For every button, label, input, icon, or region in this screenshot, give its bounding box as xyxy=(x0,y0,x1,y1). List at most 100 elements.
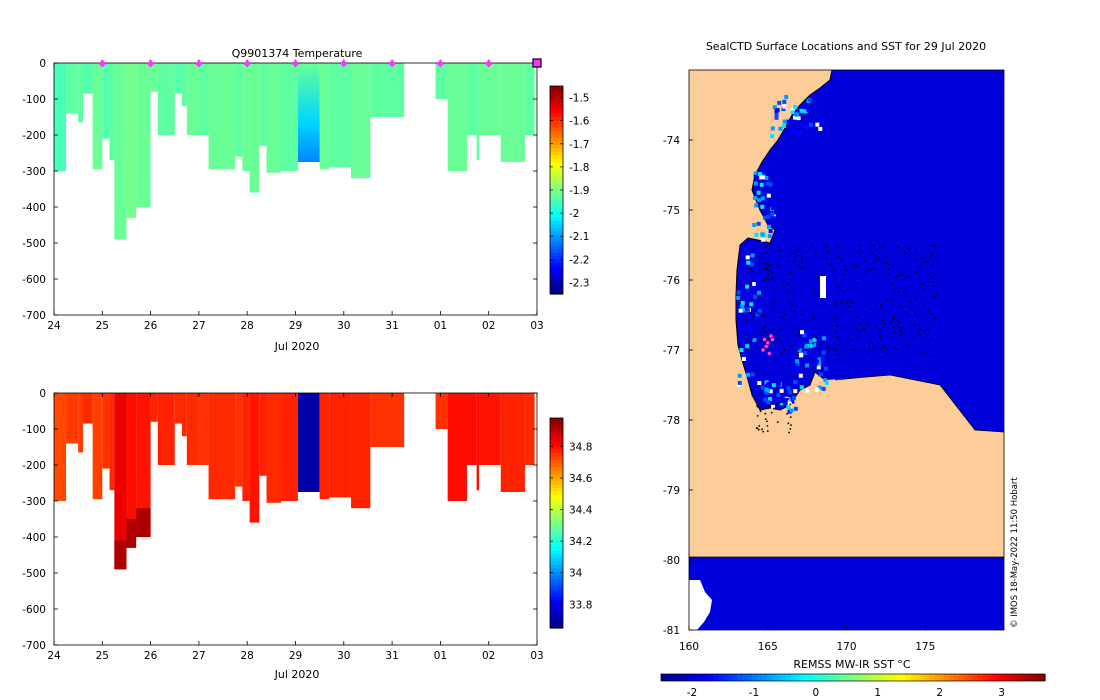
track-point xyxy=(920,283,923,286)
sst-pixel xyxy=(767,396,772,401)
track-point xyxy=(762,327,765,330)
sst-pixel xyxy=(805,363,810,368)
track-point xyxy=(775,403,778,406)
profile-cell xyxy=(54,63,67,171)
sst-pixel xyxy=(770,126,775,131)
sst-pixel xyxy=(750,284,755,289)
sst-pixel xyxy=(798,131,803,136)
profile-cell xyxy=(447,393,467,501)
track-point xyxy=(762,430,765,433)
sst-pixel xyxy=(798,373,803,378)
sst-colorbar-segment xyxy=(704,674,710,681)
sst-pixel xyxy=(766,382,771,387)
profile-cell xyxy=(500,63,525,162)
sst-colorbar-segment xyxy=(709,674,715,681)
sst-pixel xyxy=(808,339,813,344)
colorbar-segment xyxy=(550,120,563,125)
track-point xyxy=(756,343,759,345)
track-point xyxy=(897,274,900,277)
sst-colorbar-segment xyxy=(757,674,763,681)
profile-marker xyxy=(340,59,348,67)
profile-marker xyxy=(243,59,251,67)
sst-pixel xyxy=(809,122,814,127)
colorbar-segment xyxy=(550,245,563,250)
sst-pixel xyxy=(767,224,772,229)
colorbar-segment xyxy=(550,162,563,167)
track-point xyxy=(913,323,916,326)
track-point xyxy=(780,339,783,342)
x-tick-label: 25 xyxy=(96,320,109,332)
salinity-axes: 24 25 26 27 28 29 30 31 01 02 03 0 -100 -200 -300 -400 -… xyxy=(22,388,544,662)
colorbar-segment xyxy=(550,533,563,538)
track-point xyxy=(898,259,901,261)
surface-positions-today xyxy=(760,333,775,356)
sst-colorbar-segment xyxy=(747,674,753,681)
track-point xyxy=(867,352,870,355)
x-tick-label: 01 xyxy=(434,650,447,662)
sst-pixel xyxy=(740,301,745,306)
sst-pixel xyxy=(754,267,759,272)
track-point xyxy=(921,351,924,354)
track-point xyxy=(759,256,762,259)
sst-colorbar-segment xyxy=(920,674,926,681)
sst-pixel xyxy=(752,222,757,227)
track-point xyxy=(896,348,899,351)
sst-pixel xyxy=(787,390,792,395)
colorbar-segment xyxy=(550,224,563,229)
x-tick-label: 28 xyxy=(241,650,254,662)
sst-pixel xyxy=(804,344,809,349)
track-point xyxy=(909,300,912,303)
track-point xyxy=(881,319,884,322)
profile-cell xyxy=(370,393,405,447)
track-point xyxy=(765,267,768,269)
track-point xyxy=(792,328,795,331)
colorbar-segment xyxy=(550,516,563,521)
track-point xyxy=(763,279,766,282)
track-point xyxy=(797,354,800,357)
colorbar-segment xyxy=(550,214,563,219)
sst-pixel xyxy=(797,342,802,347)
sst-colorbar-segment xyxy=(790,674,796,681)
sst-pixel xyxy=(738,308,743,313)
sst-pixel xyxy=(757,381,762,386)
colorbar-segment xyxy=(550,190,563,195)
sst-pixel xyxy=(737,380,742,385)
track-point xyxy=(795,250,798,253)
colorbar-segment xyxy=(550,428,563,433)
sst-colorbar-segment xyxy=(1011,674,1017,681)
sst-pixel xyxy=(801,353,806,358)
sst-pixel xyxy=(793,115,798,120)
track-point xyxy=(812,315,815,318)
track-point xyxy=(827,251,830,254)
colorbar-segment xyxy=(550,127,563,132)
track-point xyxy=(929,255,932,258)
sst-colorbar-segment xyxy=(867,674,873,681)
track-point xyxy=(786,412,788,415)
profile-cell xyxy=(319,63,330,170)
sst-pixel xyxy=(765,388,770,393)
sst-pixel xyxy=(804,331,809,336)
track-point xyxy=(914,312,916,314)
x-tick-label: 02 xyxy=(482,650,495,662)
colorbar-tick-label: -1.6 xyxy=(569,116,590,128)
sst-colorbar-label: REMSS MW-IR SST °C xyxy=(793,658,911,671)
track-point xyxy=(783,313,786,316)
track-point xyxy=(875,325,878,327)
sst-pixel xyxy=(758,172,763,177)
colorbar-tick-label: 34.4 xyxy=(569,505,593,517)
track-point xyxy=(878,246,881,249)
track-point xyxy=(801,257,803,260)
sst-pixel xyxy=(765,390,770,395)
profile-marker xyxy=(195,59,203,67)
colorbar-segment xyxy=(550,523,563,528)
track-point xyxy=(893,326,895,329)
x-tick-label: 01 xyxy=(434,320,447,332)
sst-pixel xyxy=(823,366,828,371)
sst-pixel xyxy=(765,181,770,186)
sst-colorbar-segment xyxy=(853,674,859,681)
colorbar-segment xyxy=(550,96,563,101)
colorbar-segment xyxy=(550,117,563,122)
sst-pixel xyxy=(746,372,751,377)
sst-colorbar-segment xyxy=(905,674,912,681)
track-point xyxy=(903,251,906,254)
